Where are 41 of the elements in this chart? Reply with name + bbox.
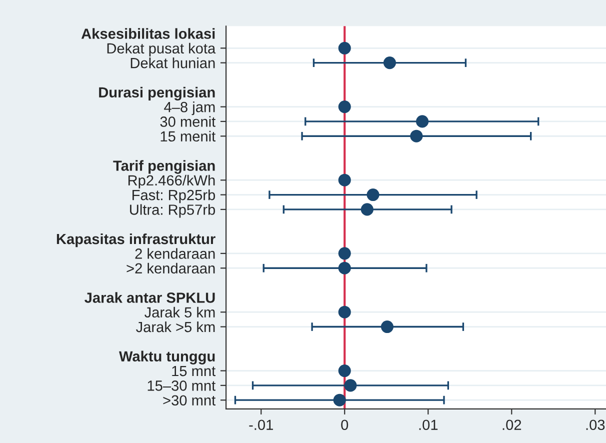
point: [338, 247, 351, 260]
point: [338, 100, 351, 114]
y-tick-label: Rp2.466/kWh: [128, 174, 215, 188]
y-tick-label: Dekat hunian: [130, 58, 215, 68]
point: [410, 130, 423, 142]
y-tick-label: >2 kendaraan: [126, 262, 215, 274]
y-tick-label: Dekat pusat kota: [107, 42, 216, 56]
y-tick-label: Jarak antar SPKLU: [84, 292, 215, 303]
y-tick-label: >30 mnt: [163, 395, 216, 406]
y-tick-label: 2 kendaraan: [135, 248, 215, 259]
x-tick-label: 0: [341, 420, 348, 430]
point: [338, 42, 351, 54]
point: [333, 394, 346, 406]
point: [360, 203, 374, 216]
y-tick-label: Kapasitas infrastruktur: [56, 233, 216, 248]
y-tick-label: 15 menit: [160, 130, 216, 142]
point: [338, 262, 351, 274]
y-tick-label: Jarak 5 km: [144, 306, 215, 318]
y-tick-label: 30 menit: [160, 116, 216, 127]
point: [366, 188, 380, 202]
y-tick-label: 4–8 jam: [164, 102, 215, 116]
point: [338, 306, 351, 318]
y-tick-label: Durasi pengisian: [99, 86, 215, 101]
point: [338, 364, 351, 378]
point: [338, 174, 351, 186]
x-tick-label: -.01: [249, 420, 273, 430]
point: [380, 320, 394, 334]
point: [416, 115, 429, 128]
y-tick-label: Ultra: Rp57rb: [130, 204, 216, 218]
point: [383, 56, 396, 70]
y-tick-label: Waktu tunggu: [118, 350, 215, 364]
x-tick-label: .02: [502, 420, 522, 430]
x-tick-label: .03: [586, 420, 605, 430]
x-tick-label: .01: [419, 420, 438, 430]
y-tick-label: 15 mnt: [172, 366, 216, 376]
y-tick-label: Jarak >5 km: [136, 321, 215, 332]
y-tick-label: Tarif pengisian: [113, 160, 215, 174]
y-tick-label: 15–30 mnt: [148, 380, 216, 391]
y-tick-label: Aksesibilitas lokasi: [81, 28, 215, 39]
y-tick-label: Fast: Rp25rb: [132, 190, 216, 204]
point: [344, 379, 357, 392]
